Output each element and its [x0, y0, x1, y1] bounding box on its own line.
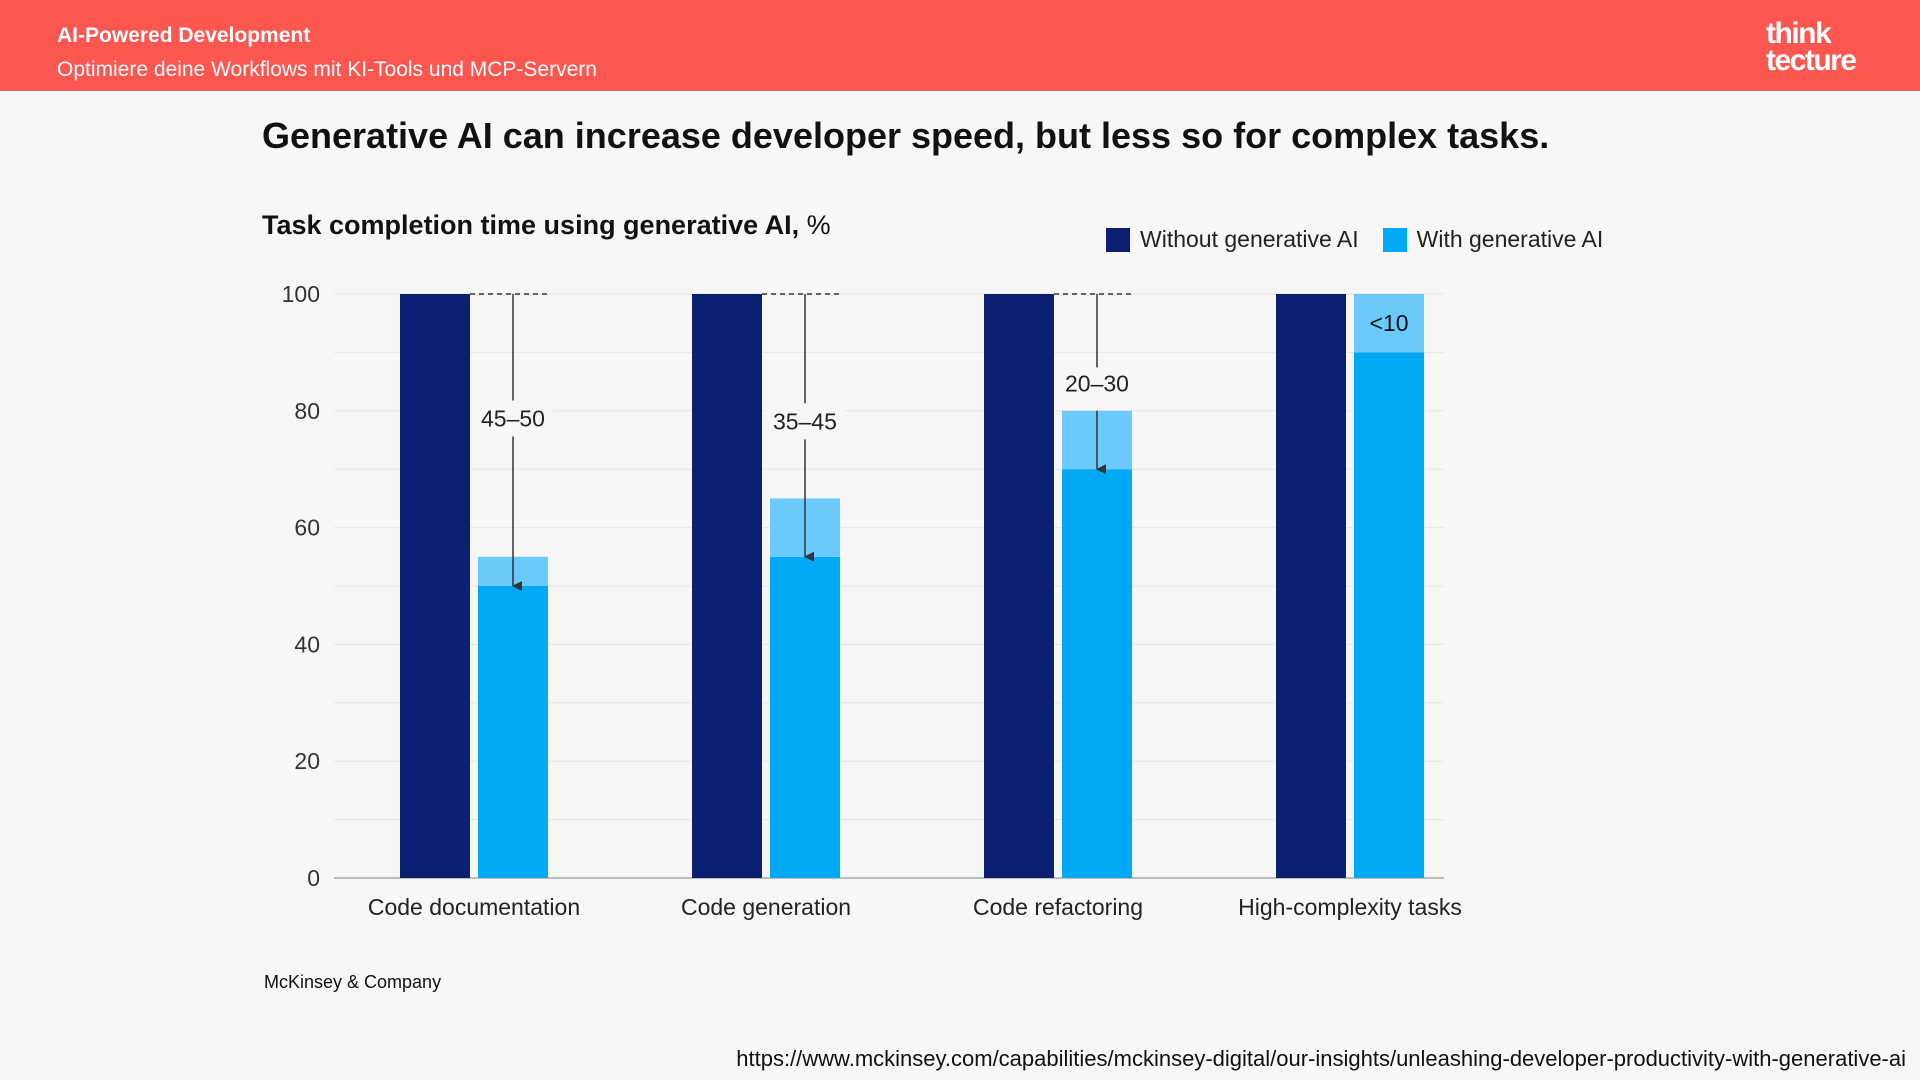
bar-with-ai-range: [1354, 294, 1424, 353]
thinktecture-logo: think tecture: [1766, 17, 1857, 77]
bar-with-ai: [1062, 469, 1132, 878]
slide-headline: Generative AI can increase developer spe…: [262, 115, 1550, 156]
reduction-label: <10: [1369, 310, 1408, 336]
chart-title-text: Task completion time using generative AI…: [262, 210, 800, 240]
bar-with-ai: [478, 586, 548, 878]
legend-swatch-with: [1382, 227, 1407, 252]
reduction-label: 45–50: [481, 405, 545, 431]
y-tick-label: 100: [282, 281, 320, 307]
legend-item-without: Without generative AI: [1106, 226, 1359, 253]
x-tick-label: High-complexity tasks: [1238, 894, 1462, 920]
legend-item-with: With generative AI: [1382, 226, 1604, 253]
y-tick-label: 40: [294, 631, 320, 657]
legend-label-without: Without generative AI: [1140, 226, 1359, 252]
y-tick-label: 20: [294, 748, 320, 774]
bar-without-ai: [692, 294, 762, 878]
bar-without-ai: [1276, 294, 1346, 878]
bar-without-ai: [400, 294, 470, 878]
bar-with-ai: [770, 556, 840, 878]
reduction-label: 35–45: [773, 408, 837, 434]
header-bar: AI-Powered Development Optimiere deine W…: [0, 0, 1920, 91]
x-tick-label: Code generation: [681, 894, 851, 920]
reduction-label: 20–30: [1065, 370, 1129, 396]
x-tick-label: Code refactoring: [973, 894, 1143, 920]
source-url: https://www.mckinsey.com/capabilities/mc…: [736, 1046, 1906, 1071]
bar-with-ai: [1354, 352, 1424, 878]
x-tick-label: Code documentation: [368, 894, 580, 920]
arrow-label-background: [473, 400, 553, 435]
arrow-label-background: [765, 403, 845, 438]
source-label: McKinsey & Company: [264, 972, 442, 992]
legend-label-with: With generative AI: [1416, 226, 1604, 252]
header-subtitle: Optimiere deine Workflows mit KI-Tools u…: [57, 58, 597, 81]
y-tick-label: 60: [294, 515, 320, 541]
legend-swatch-without: [1106, 227, 1130, 252]
chart-legend: Without generative AI With generative AI: [1106, 226, 1627, 253]
bar-without-ai: [984, 294, 1054, 878]
y-tick-label: 0: [307, 865, 320, 891]
header-title: AI-Powered Development: [57, 24, 311, 47]
chart-title-unit: %: [806, 210, 831, 240]
chart-title: Task completion time using generative AI…: [262, 210, 831, 241]
y-tick-label: 80: [294, 398, 320, 424]
